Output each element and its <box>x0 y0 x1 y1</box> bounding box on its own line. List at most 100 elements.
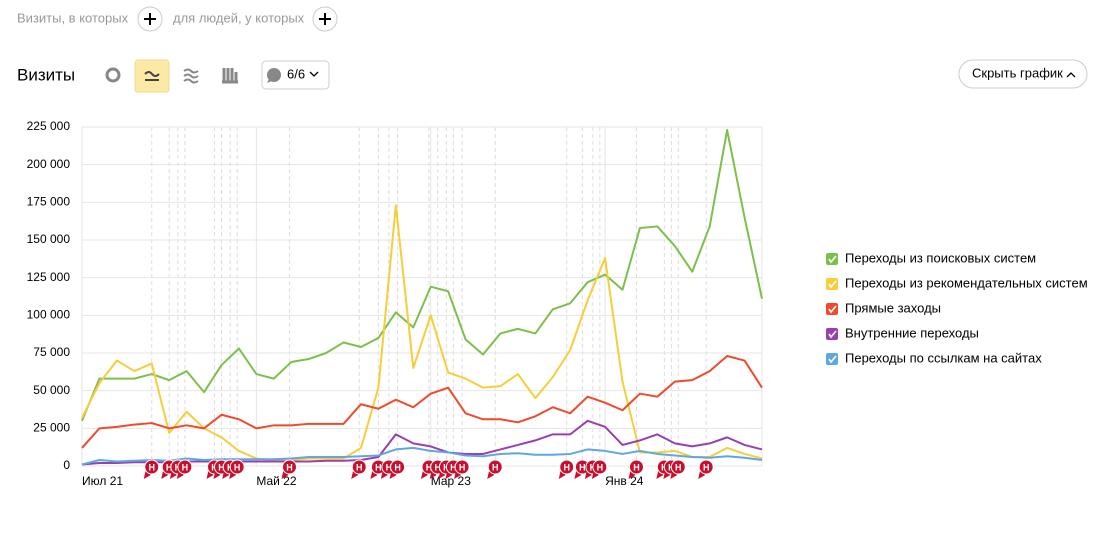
hide-chart-label: Скрыть график <box>972 65 1063 80</box>
annotation-tail <box>698 470 706 479</box>
annotation-tail <box>370 470 378 479</box>
legend-checkbox <box>826 253 838 265</box>
annotation-label: Н <box>166 462 173 472</box>
legend-item[interactable]: Переходы из рекомендательных систем <box>826 275 1088 290</box>
annotation-dot <box>592 459 608 475</box>
legend-item[interactable]: Внутренние переходы <box>826 325 979 340</box>
x-tick-label: Июл 21 <box>82 474 123 488</box>
annotation-marker[interactable]: Н <box>281 459 297 479</box>
annotation-tail <box>454 470 462 479</box>
annotation-dot <box>144 459 160 475</box>
annotation-marker[interactable]: Н <box>487 459 503 479</box>
legend-item[interactable]: Переходы из поисковых систем <box>826 250 1036 265</box>
annotation-tail <box>558 470 566 479</box>
pie-view-button[interactable] <box>105 67 121 83</box>
area-view-button[interactable] <box>183 68 199 84</box>
y-tick-label: 225 000 <box>27 119 71 133</box>
annotation-marker[interactable]: Н <box>351 459 367 479</box>
legend-checkbox <box>826 353 838 365</box>
legend-label: Переходы из поисковых систем <box>845 250 1036 265</box>
annotation-label: Н <box>563 462 570 472</box>
x-tick-label: Янв 24 <box>605 474 644 488</box>
annotation-marker[interactable]: Н <box>628 459 644 479</box>
legend-label: Прямые заходы <box>845 300 941 315</box>
annotation-tail <box>584 470 592 479</box>
annotation-tail <box>213 470 221 479</box>
annotation-tail <box>380 470 388 479</box>
y-tick-label: 125 000 <box>27 270 71 284</box>
annotation-marker[interactable]: Н <box>670 459 686 479</box>
segments-button[interactable]: 6/6 <box>261 60 330 90</box>
y-tick-label: 150 000 <box>27 232 71 246</box>
annotation-marker[interactable]: Н <box>176 459 193 479</box>
x-tick-label: Май 22 <box>256 474 297 488</box>
annotation-tail <box>656 470 664 479</box>
series-line <box>81 446 763 466</box>
annotation-marker[interactable]: Н <box>370 459 386 479</box>
legend-item[interactable]: Прямые заходы <box>826 300 941 315</box>
annotation-dot <box>281 459 297 475</box>
annotation-tail <box>169 470 177 479</box>
chart: 0 25 000 50 000 75 000 100 000 125 000 150 000… <box>27 119 1088 488</box>
annotation-marker[interactable]: Н <box>454 459 470 479</box>
y-tick-label: 200 000 <box>27 157 71 171</box>
x-tick-label: Мар 23 <box>431 474 471 488</box>
legend-checkbox <box>826 278 838 290</box>
annotation-marker[interactable]: Н <box>389 459 406 479</box>
legend-item[interactable]: Переходы по ссылкам на сайтах <box>826 350 1042 365</box>
series-line <box>81 204 763 461</box>
legend-check <box>828 305 837 314</box>
annotation-label: Н <box>492 462 499 472</box>
legend-check <box>828 280 837 289</box>
filter-label: для людей, у которых <box>173 10 305 25</box>
annotation-marker[interactable]: Н <box>591 459 608 479</box>
line-view-button[interactable] <box>134 59 170 93</box>
annotation-marker[interactable]: Н <box>229 459 245 479</box>
legend-check <box>828 355 837 364</box>
annotation-dot <box>628 459 644 475</box>
y-tick-label: 50 000 <box>33 383 70 397</box>
series-line <box>81 355 763 449</box>
legend-label: Переходы по ссылкам на сайтах <box>845 350 1042 365</box>
add-filter-button[interactable] <box>312 6 338 32</box>
annotation-marker[interactable]: Н <box>143 459 160 479</box>
legend-checkbox <box>826 328 838 340</box>
annotation-tail <box>389 470 397 479</box>
segments-count: 6/6 <box>287 66 305 81</box>
annotation-label: Н <box>286 462 293 472</box>
annotation-dot <box>177 459 193 475</box>
annotation-tail <box>351 470 359 479</box>
annotation-label: Н <box>375 462 382 472</box>
annotation-dot <box>559 459 575 475</box>
section-title: Визиты <box>17 65 75 84</box>
annotation-label: Н <box>394 462 401 472</box>
annotation-label: Н <box>434 462 441 472</box>
legend-label: Переходы из рекомендательных систем <box>845 275 1088 290</box>
annotation-dot <box>229 459 245 475</box>
annotation-label: Н <box>459 462 466 472</box>
annotation-dot <box>670 459 686 475</box>
annotation-label: Н <box>633 462 640 472</box>
bar-view-button[interactable] <box>222 68 238 84</box>
hide-chart-button[interactable]: Скрыть график <box>958 59 1088 89</box>
add-filter-button[interactable] <box>137 6 163 32</box>
annotation-tail <box>281 470 289 479</box>
annotation-label: Н <box>234 462 241 472</box>
annotation-tail <box>628 470 636 479</box>
annotation-marker[interactable]: Н <box>698 459 714 479</box>
annotation-marker[interactable]: Н <box>558 459 575 479</box>
annotation-tail <box>161 470 169 479</box>
annotation-dot <box>454 459 470 475</box>
annotation-label: Н <box>356 462 363 472</box>
annotation-tail <box>420 470 428 479</box>
y-tick-label: 0 <box>63 458 70 472</box>
annotation-dot <box>487 459 503 475</box>
annotation-tail <box>663 470 671 479</box>
y-tick-label: 175 000 <box>27 195 71 209</box>
annotation-dot <box>390 459 406 475</box>
annotation-tail <box>574 470 582 479</box>
legend-check <box>828 330 837 339</box>
annotation-label: Н <box>675 462 682 472</box>
